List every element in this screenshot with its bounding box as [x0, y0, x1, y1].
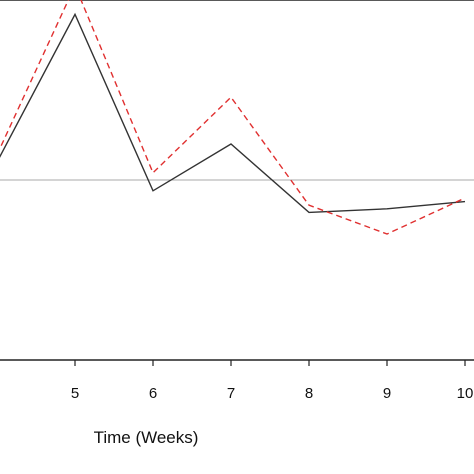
x-tick-label-6: 6 [149, 385, 157, 402]
x-tick-label-5: 5 [71, 385, 79, 402]
plot-frame [0, 0, 474, 361]
x-tick-label-9: 9 [383, 385, 391, 402]
x-axis-title: Time (Weeks) [94, 428, 199, 447]
series-line-2 [0, 0, 466, 235]
x-tick-label-7: 7 [227, 385, 235, 402]
series-line-1 [0, 12, 466, 214]
x-tick-label-10: 10 [457, 385, 474, 402]
x-tick-label-8: 8 [305, 385, 313, 402]
